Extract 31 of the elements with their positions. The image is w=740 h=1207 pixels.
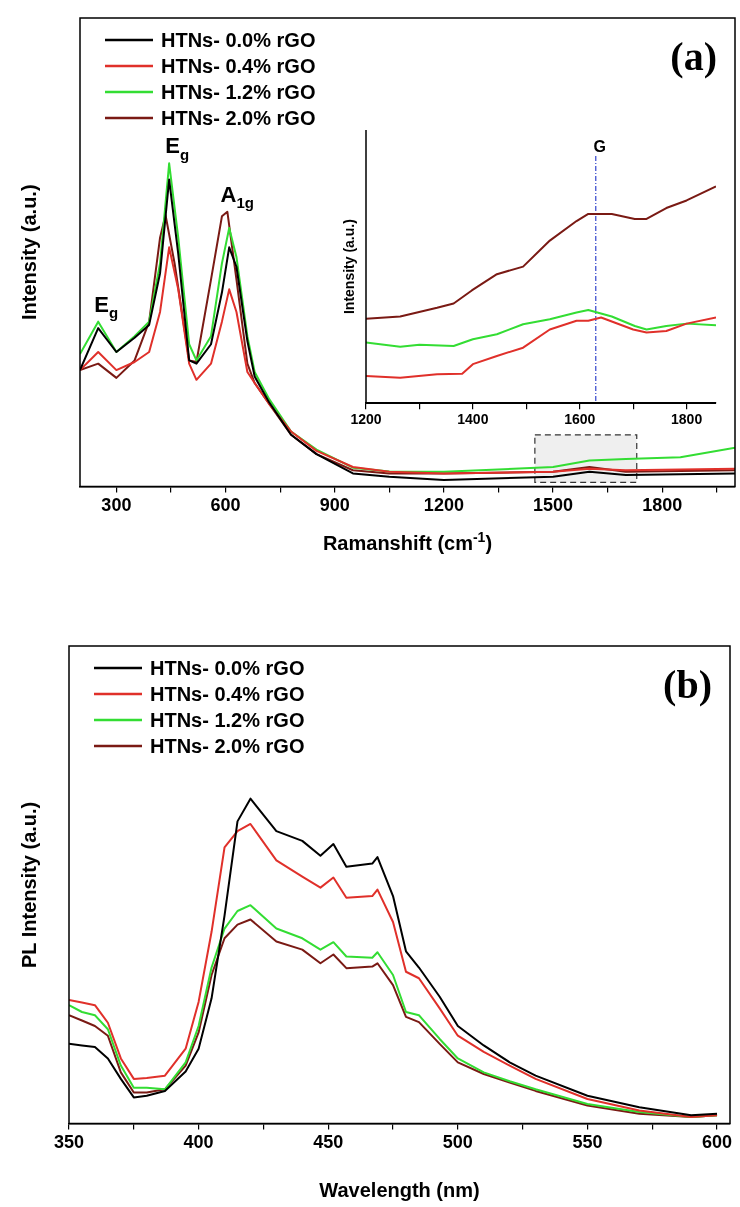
- x-tick-label: 1200: [423, 495, 464, 516]
- x-tick-label: 300: [101, 495, 132, 516]
- ref-line-label: G: [593, 138, 606, 155]
- legend-label: HTNs- 2.0% rGO: [161, 107, 316, 129]
- x-tick-label: 1800: [671, 411, 703, 428]
- x-tick-label: 1600: [564, 411, 596, 428]
- x-tick-label: 900: [319, 495, 350, 516]
- legend-label: HTNs- 0.4% rGO: [150, 683, 305, 705]
- x-tick-label: 600: [210, 495, 241, 516]
- x-tick-label: 450: [313, 1132, 344, 1153]
- x-tick-label: 600: [702, 1132, 733, 1153]
- x-tick-label: 1500: [533, 495, 574, 516]
- x-axis-title: Wavelength (nm): [319, 1179, 480, 1201]
- x-tick-label: 1400: [457, 411, 489, 428]
- legend-label: HTNs- 1.2% rGO: [161, 81, 316, 103]
- y-axis-title: Intensity (a.u.): [18, 184, 40, 320]
- legend-label: HTNs- 0.0% rGO: [161, 29, 316, 51]
- legend-label: HTNs- 1.2% rGO: [150, 709, 305, 731]
- x-tick-label: 400: [183, 1132, 214, 1153]
- x-tick-label: 1200: [350, 411, 382, 428]
- x-tick-label: 350: [53, 1132, 85, 1153]
- x-tick-label: 1800: [642, 495, 683, 516]
- x-tick-label: 500: [442, 1132, 473, 1153]
- legend-label: HTNs- 0.0% rGO: [150, 657, 305, 679]
- legend-label: HTNs- 0.4% rGO: [161, 55, 316, 77]
- y-axis-title: Intensity (a.u.): [341, 219, 357, 315]
- text: (a): [670, 34, 717, 79]
- y-axis-title: PL Intensity (a.u.): [18, 801, 40, 969]
- x-tick-label: 550: [572, 1132, 603, 1153]
- text: (b): [663, 662, 712, 707]
- legend-label: HTNs- 2.0% rGO: [150, 735, 305, 757]
